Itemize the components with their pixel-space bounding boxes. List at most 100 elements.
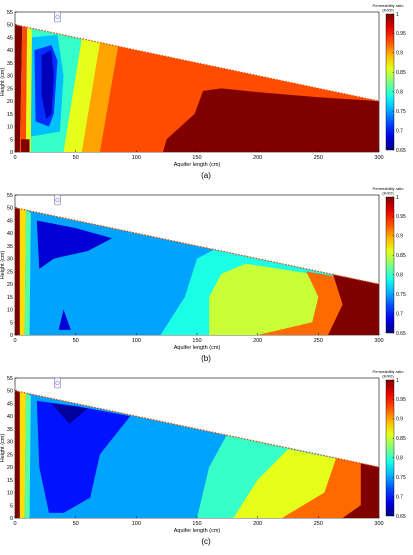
y-tick-label: 40 [7, 48, 13, 54]
colorbar-tick-label: 0.95 [396, 214, 406, 220]
y-axis-label: Height (cm) [0, 68, 6, 97]
colorbar-tick-label: 0.9 [396, 234, 403, 240]
y-tick-label: 35 [7, 61, 13, 67]
y-tick-label: 35 [7, 244, 13, 250]
well-circle-icon [55, 14, 60, 20]
panel-label: (a) [201, 171, 211, 180]
y-tick-label: 30 [7, 74, 13, 80]
x-tick-label: 100 [132, 521, 141, 527]
y-tick-label: 55 [7, 10, 13, 16]
x-tick-label: 100 [132, 155, 141, 161]
panel-2: 0 50 100 150 200 250 300 0 5 10 15 20 25 30 35 40 45 50 55… [0, 186, 406, 363]
y-tick-label: 25 [7, 86, 13, 92]
contour-region [21, 139, 30, 152]
contour-region [281, 456, 379, 518]
y-tick-label: 0 [10, 333, 13, 339]
y-axis-label: Height (cm) [0, 434, 6, 463]
contour-region [19, 390, 26, 518]
y-tick-label: 40 [7, 231, 13, 237]
x-tick-label: 200 [253, 521, 262, 527]
well-icon [54, 11, 61, 23]
colorbar-tick-label: 0.65 [396, 148, 406, 154]
y-tick-label: 45 [7, 401, 13, 407]
contour-region [41, 50, 54, 119]
y-tick-label: 10 [7, 491, 13, 497]
x-tick-label: 0 [13, 521, 16, 527]
y-tick-label: 10 [7, 125, 13, 131]
contour-region [342, 462, 379, 518]
x-axis-label: Aquifer length (cm) [174, 345, 221, 351]
contour-region [36, 220, 113, 269]
x-tick-label: 200 [253, 338, 262, 344]
colorbar-tick-label: 0.9 [396, 417, 403, 423]
well-icon [54, 377, 61, 389]
x-axis-label: Aquifer length (cm) [174, 528, 221, 534]
colorbar-title: Permeability ratio [373, 3, 405, 8]
colorbar-tick-label: 0.75 [396, 292, 406, 298]
contour-region [51, 403, 88, 424]
panel-1: 0 50 100 150 200 250 300 0 5 10 15 20 25 30 35 40 45 50 55… [0, 3, 406, 180]
x-tick-label: 100 [132, 338, 141, 344]
y-tick-label: 0 [10, 516, 13, 522]
y-tick-label: 5 [10, 503, 13, 509]
contour-regions [15, 24, 379, 152]
y-tick-label: 10 [7, 308, 13, 314]
x-tick-label: 250 [314, 338, 323, 344]
y-tick-label: 15 [7, 112, 13, 118]
panel-label: (c) [201, 537, 211, 546]
y-tick-label: 20 [7, 465, 13, 471]
x-tick-label: 150 [192, 521, 201, 527]
colorbar-tick-label: 0.8 [396, 90, 403, 96]
y-tick-label: 25 [7, 452, 13, 458]
colorbar-unit: (K/K0) [382, 191, 394, 196]
contour-region [19, 24, 28, 152]
water-table-line [14, 207, 380, 285]
colorbar-tick-label: 0.8 [396, 456, 403, 462]
colorbar-tick-label: 0.7 [396, 494, 403, 500]
y-tick-label: 55 [7, 376, 13, 382]
water-table-line [14, 390, 380, 468]
contour-region [15, 24, 23, 152]
contour-region [163, 88, 379, 152]
x-tick-label: 200 [253, 155, 262, 161]
colorbar-tick-label: 0.95 [396, 31, 406, 37]
y-tick-label: 5 [10, 320, 13, 326]
contour-region [15, 390, 20, 518]
well-circle-icon [55, 197, 60, 203]
contour-region [328, 273, 379, 335]
panel-label: (b) [201, 354, 211, 363]
contour-regions [15, 207, 379, 335]
x-tick-label: 300 [374, 155, 383, 161]
colorbar [385, 379, 395, 517]
water-table-line [14, 24, 380, 102]
x-tick-label: 150 [192, 155, 201, 161]
colorbar-unit: (K/K0) [382, 8, 394, 13]
contour-region [58, 309, 71, 330]
x-tick-label: 250 [314, 521, 323, 527]
x-tick-label: 50 [73, 521, 79, 527]
colorbar-title: Permeability ratio [373, 369, 405, 374]
well-icon [54, 194, 61, 206]
colorbar-tick-label: 0.75 [396, 109, 406, 115]
x-axis-label: Aquifer length (cm) [174, 162, 221, 168]
y-tick-label: 15 [7, 295, 13, 301]
y-tick-label: 50 [7, 23, 13, 29]
y-tick-label: 55 [7, 193, 13, 199]
colorbar-tick-label: 0.65 [396, 514, 406, 520]
colorbar-tick-label: 0.85 [396, 70, 406, 76]
x-tick-label: 300 [374, 521, 383, 527]
colorbar-title: Permeability ratio [373, 186, 405, 191]
colorbar-tick-label: 0.75 [396, 475, 406, 481]
x-tick-label: 50 [73, 155, 79, 161]
colorbar-tick-label: 1 [396, 378, 399, 384]
y-tick-label: 0 [10, 150, 13, 156]
colorbar-tick-label: 0.65 [396, 331, 406, 337]
y-tick-label: 50 [7, 389, 13, 395]
colorbar-tick-label: 1 [396, 12, 399, 18]
contour-region [25, 27, 32, 152]
y-tick-label: 5 [10, 137, 13, 143]
y-tick-label: 25 [7, 269, 13, 275]
colorbar-tick-label: 0.7 [396, 311, 403, 317]
